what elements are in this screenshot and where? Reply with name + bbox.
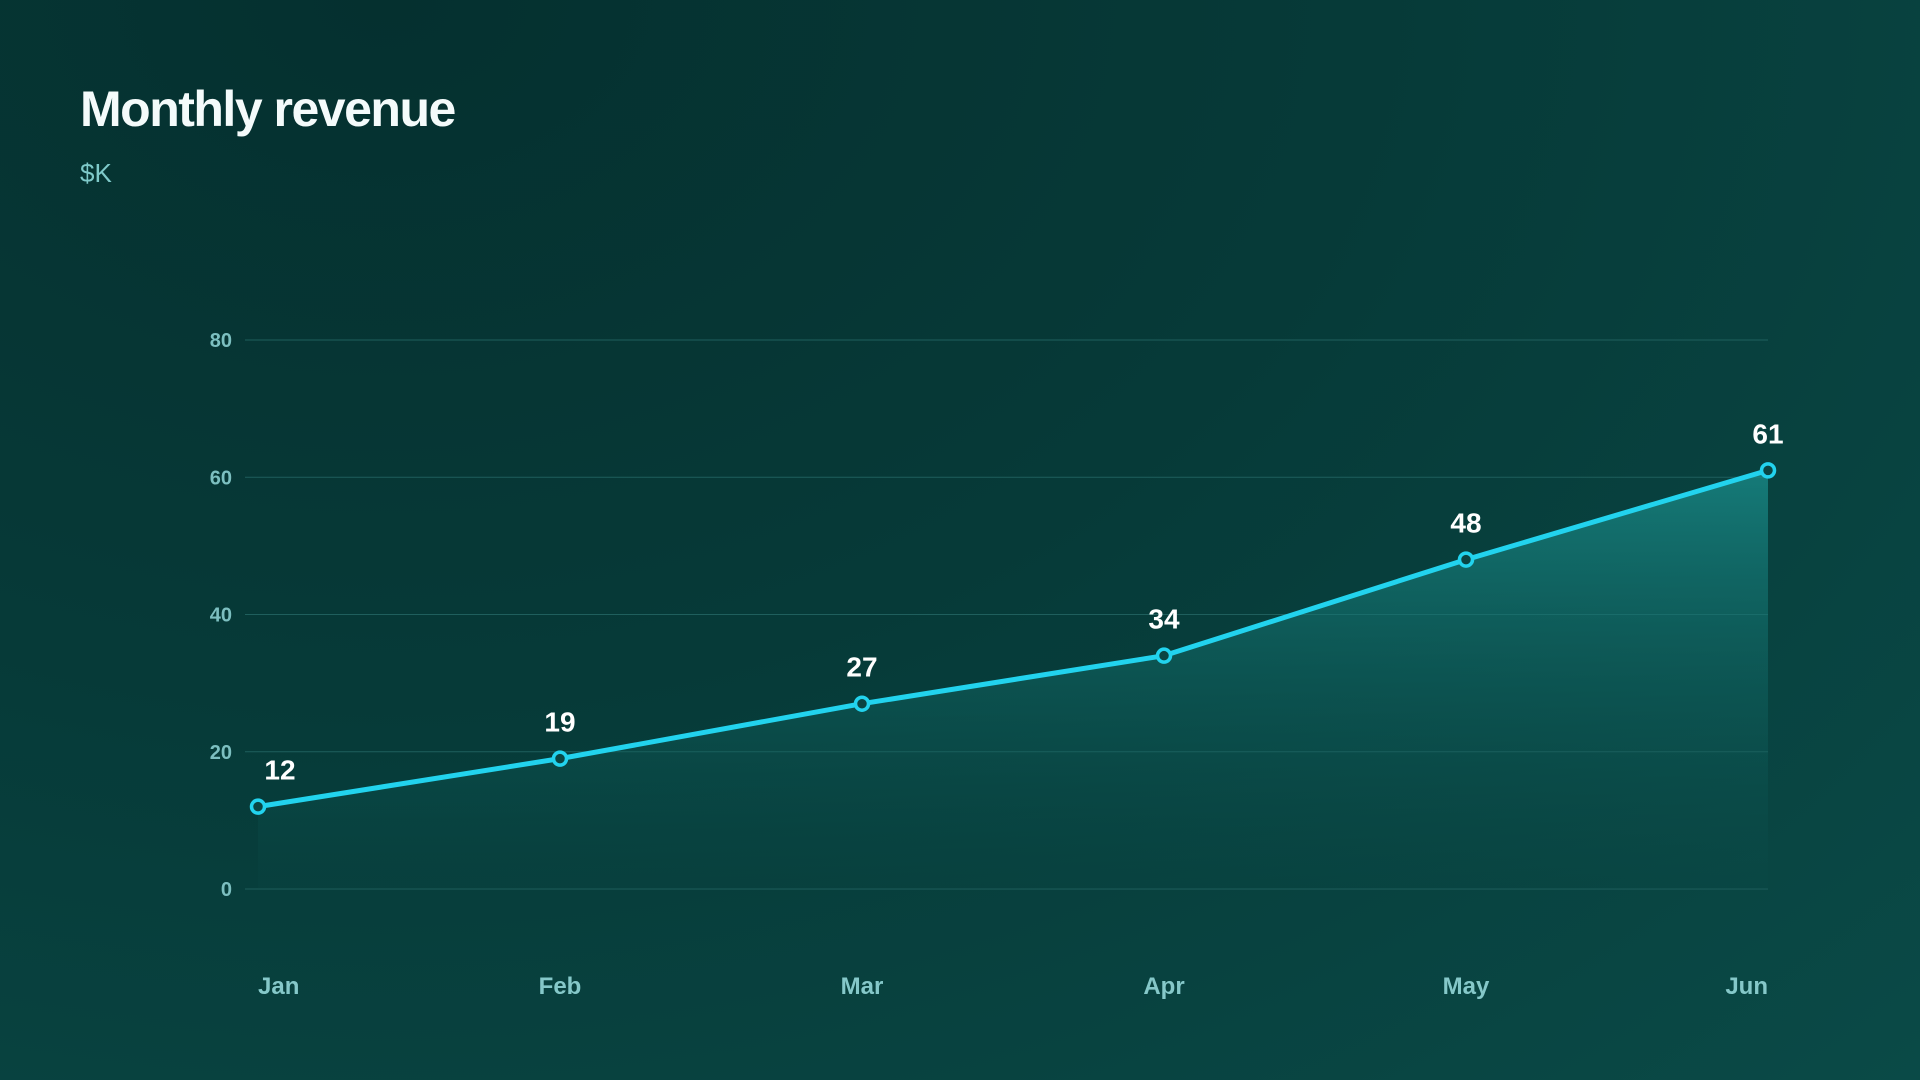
data-point <box>1457 551 1475 568</box>
data-label: 48 <box>1450 508 1481 539</box>
y-tick-label: 60 <box>210 467 232 489</box>
data-point <box>1759 462 1777 479</box>
y-tick-label: 80 <box>210 330 232 352</box>
series-line <box>255 467 1771 810</box>
area-series-revenue <box>258 470 1768 889</box>
x-tick-label: Jun <box>1725 973 1768 1000</box>
x-tick-label: May <box>1443 973 1490 1000</box>
x-tick-label: Mar <box>841 973 884 1000</box>
data-label: 34 <box>1148 604 1180 635</box>
y-axis-ticks: 0 20 40 60 80 <box>210 330 232 901</box>
data-labels: 12 19 27 34 48 61 <box>264 418 1783 785</box>
x-tick-label: Feb <box>539 973 582 1000</box>
data-label: 12 <box>264 755 295 786</box>
x-tick-label: Apr <box>1143 973 1184 1000</box>
x-axis-ticks: Jan Feb Mar Apr May Jun <box>258 973 1768 1000</box>
data-label: 61 <box>1752 418 1783 449</box>
data-points <box>249 462 1777 815</box>
data-label: 27 <box>846 652 877 683</box>
y-tick-label: 40 <box>210 605 232 627</box>
x-tick-label: Jan <box>258 973 299 1000</box>
data-point <box>853 695 871 712</box>
chart-subtitle-unit: $K <box>80 158 112 188</box>
data-label: 19 <box>544 707 575 738</box>
data-point <box>551 750 569 767</box>
y-tick-label: 0 <box>221 879 232 901</box>
y-tick-label: 20 <box>210 742 232 764</box>
data-point <box>249 798 267 815</box>
area-fill <box>258 470 1768 889</box>
line-series-revenue <box>255 467 1771 810</box>
data-point <box>1155 647 1173 664</box>
chart-title: Monthly revenue <box>80 81 456 137</box>
